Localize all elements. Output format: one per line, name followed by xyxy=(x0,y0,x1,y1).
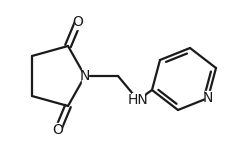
FancyBboxPatch shape xyxy=(205,91,211,105)
Text: N: N xyxy=(80,69,90,83)
Text: O: O xyxy=(73,15,83,29)
Text: O: O xyxy=(53,123,63,137)
FancyBboxPatch shape xyxy=(75,15,81,29)
FancyBboxPatch shape xyxy=(55,123,61,137)
Text: N: N xyxy=(203,91,213,105)
Text: HN: HN xyxy=(128,93,148,107)
FancyBboxPatch shape xyxy=(82,69,88,83)
FancyBboxPatch shape xyxy=(132,93,144,107)
